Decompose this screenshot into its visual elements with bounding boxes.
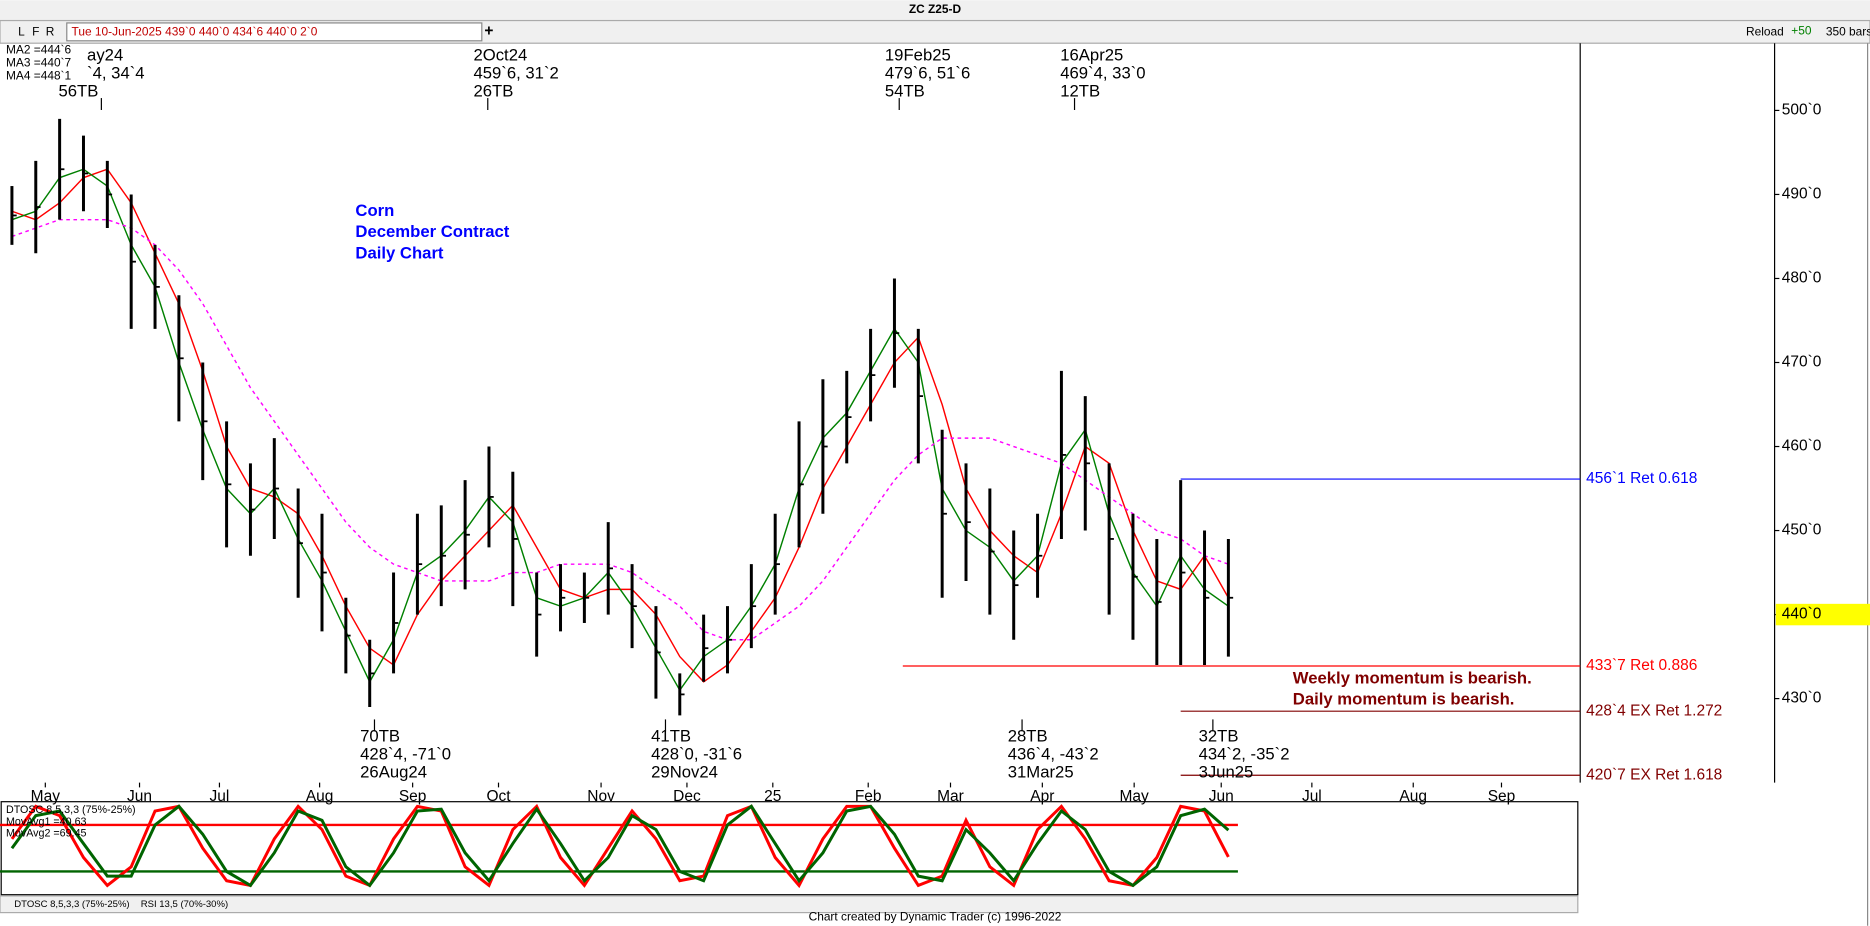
last-price-box [1775, 603, 1870, 626]
pivot-label: 479`6, 51`6 [885, 64, 970, 83]
x-tick-label: Dec [673, 788, 701, 805]
osc-line [10, 804, 1230, 888]
reload-button[interactable]: Reload [1746, 25, 1784, 39]
add-button[interactable]: + [484, 22, 493, 39]
x-tick-label: Mar [937, 788, 964, 805]
view-button[interactable]: L [18, 25, 25, 39]
ma-legend: MA2 =444`6 [6, 43, 72, 57]
x-tick-label: Jul [210, 788, 230, 805]
x-tick-label: Feb [855, 788, 882, 805]
ma-legend: MA3 =440`7 [6, 56, 72, 70]
moving-average [11, 218, 1229, 641]
y-tick-label: 460`0 [1782, 438, 1822, 455]
note: Daily Chart [355, 244, 444, 263]
pivot-label: ay24 [87, 46, 123, 65]
pivot-label: 469`4, 33`0 [1060, 64, 1145, 83]
x-tick-label: May [31, 788, 61, 805]
comment: Weekly momentum is bearish. [1293, 668, 1532, 687]
note: Corn [355, 201, 394, 220]
x-tick-label: May [1120, 788, 1150, 805]
y-tick-label: 480`0 [1782, 270, 1822, 287]
tab-bar [0, 895, 1579, 914]
x-tick-label: Oct [486, 788, 511, 805]
x-tick-label: Sep [1488, 788, 1516, 805]
y-tick-label: 500`0 [1782, 102, 1822, 119]
moving-average [11, 168, 1229, 692]
pivot-label: 26Aug24 [360, 762, 427, 781]
view-button[interactable]: R [46, 25, 55, 39]
osc-legend: DTOSC 8,5,3,3 (75%-25%) [6, 804, 136, 816]
quote-box [66, 22, 483, 42]
pivot-label: 428`0, -31`6 [651, 745, 742, 764]
x-tick-label: Aug [306, 788, 334, 805]
title-bar [0, 0, 1870, 21]
y-tick-label: 490`0 [1782, 186, 1822, 203]
pivot-label: 19Feb25 [885, 46, 951, 65]
pivot-label: 70TB [360, 727, 400, 746]
level-label: 456`1 Ret 0.618 [1586, 470, 1697, 487]
pivot-label: `4, 34`4 [87, 64, 145, 83]
x-tick-label: Jun [127, 788, 152, 805]
pivot-label: 2Oct24 [473, 46, 527, 65]
osc-legend: MovAvg2 =69.45 [6, 828, 87, 840]
x-tick-label: Sep [399, 788, 427, 805]
x-tick-label: Nov [587, 788, 615, 805]
bar-count: 350 bars [1826, 25, 1870, 39]
quote: Tue 10-Jun-2025 439`0 440`0 434`6 440`0 … [72, 25, 318, 39]
y-tick-label: 450`0 [1782, 522, 1822, 539]
level-label: 420`7 EX Ret 1.618 [1586, 766, 1722, 783]
pivot-label: 56TB [58, 82, 98, 101]
pivot-label: 16Apr25 [1060, 46, 1123, 65]
moving-average [11, 168, 1230, 683]
pivot-label: 459`6, 31`2 [473, 64, 558, 83]
pivot-label: 428`4, -71`0 [360, 745, 451, 764]
pivot-label: 29Nov24 [651, 762, 718, 781]
level-label: 428`4 EX Ret 1.272 [1586, 702, 1722, 719]
osc-line [10, 803, 1230, 889]
pivot-label: 28TB [1008, 727, 1048, 746]
tab[interactable]: RSI 13,5 (70%-30%) [141, 899, 228, 910]
footer: Chart created by Dynamic Trader (c) 1996… [809, 910, 1062, 924]
pivot-label: 41TB [651, 727, 691, 746]
last-price: 440`0 [1782, 606, 1822, 623]
pivot-label: 434`2, -35`2 [1199, 745, 1290, 764]
pivot-label: 26TB [473, 82, 513, 101]
symbol: ZC Z25-D [909, 2, 962, 16]
pivot-label: 3Jun25 [1199, 762, 1254, 781]
pivot-label: 12TB [1060, 82, 1100, 101]
x-tick-label: Jun [1209, 788, 1234, 805]
y-tick-label: 430`0 [1782, 690, 1822, 707]
step[interactable]: +50 [1791, 23, 1812, 37]
x-tick-label: Apr [1030, 788, 1054, 805]
x-tick-label: 25 [764, 788, 781, 805]
pivot-label: 32TB [1199, 727, 1239, 746]
pivot-label: 436`4, -43`2 [1008, 745, 1099, 764]
oscillator-panel [0, 801, 1579, 896]
pivot-label: 54TB [885, 82, 925, 101]
level-label: 433`7 Ret 0.886 [1586, 657, 1697, 674]
comment: Daily momentum is bearish. [1293, 690, 1515, 709]
pivot-label: 31Mar25 [1008, 762, 1074, 781]
x-tick-label: Aug [1399, 788, 1427, 805]
osc-legend: MovAvg1 =40.63 [6, 816, 87, 828]
tab[interactable]: DTOSC 8,5,3,3 (75%-25%) [14, 899, 129, 910]
y-tick-label: 470`0 [1782, 354, 1822, 371]
ma-legend: MA4 =448`1 [6, 69, 72, 83]
x-tick-label: Jul [1302, 788, 1322, 805]
view-button[interactable]: F [32, 25, 39, 39]
note: December Contract [355, 222, 509, 241]
